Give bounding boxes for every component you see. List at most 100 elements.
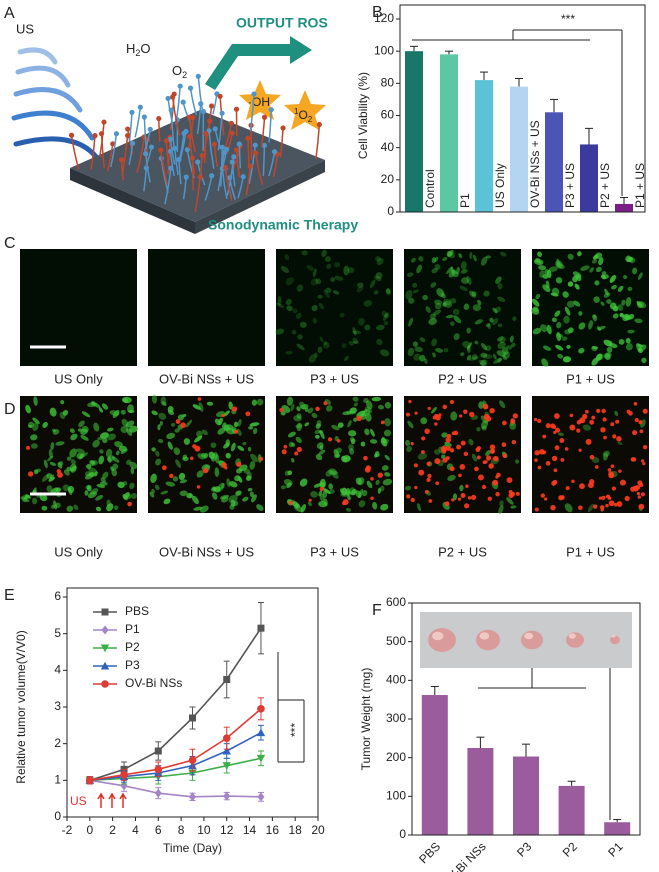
dead-cell xyxy=(550,504,556,511)
cell xyxy=(296,422,302,432)
cell xyxy=(580,265,590,271)
cell xyxy=(434,302,442,310)
cell xyxy=(120,426,128,434)
cell xyxy=(471,291,477,297)
dead-cell xyxy=(221,462,227,468)
cell xyxy=(48,476,55,482)
cell xyxy=(290,403,295,412)
cell xyxy=(312,268,317,278)
dead-cell xyxy=(609,472,615,479)
cell xyxy=(617,285,624,292)
cell xyxy=(431,406,437,414)
significance: *** xyxy=(561,12,575,26)
fiber-head xyxy=(113,131,120,137)
fiber-head xyxy=(268,107,274,113)
cell xyxy=(537,260,542,265)
dead-cell xyxy=(506,477,513,483)
cell xyxy=(385,288,391,296)
dead-cell xyxy=(542,434,547,439)
dead-cell xyxy=(569,424,576,431)
cell xyxy=(379,485,385,492)
cell xyxy=(383,320,389,326)
cell xyxy=(497,296,506,302)
cell xyxy=(503,351,510,359)
cell xyxy=(461,277,469,284)
dead-cell xyxy=(550,423,556,429)
fiber-head xyxy=(219,110,225,116)
marker xyxy=(154,765,163,774)
fiber xyxy=(160,149,169,185)
cell xyxy=(286,305,293,312)
fiber xyxy=(249,93,255,132)
cell xyxy=(501,347,509,355)
dead-cell xyxy=(180,422,186,428)
cell xyxy=(369,279,376,289)
cell xyxy=(328,468,337,476)
cell xyxy=(531,298,540,307)
cell xyxy=(431,268,438,274)
cell xyxy=(348,490,354,495)
cell xyxy=(250,453,258,463)
dead-cell xyxy=(582,413,588,420)
cell xyxy=(67,485,75,494)
cell xyxy=(328,483,334,490)
dead-cell xyxy=(319,486,324,492)
marker xyxy=(257,792,265,802)
cell xyxy=(478,401,484,409)
cell xyxy=(301,250,308,256)
dead-cell xyxy=(616,501,623,507)
cell xyxy=(193,506,203,511)
cell xyxy=(221,496,229,503)
dead-cell xyxy=(28,471,34,477)
cell xyxy=(606,346,613,353)
cell xyxy=(315,423,321,429)
x-tick-label: 6 xyxy=(155,823,162,837)
fiber-head xyxy=(156,115,162,122)
cell xyxy=(339,488,344,494)
cell xyxy=(89,460,96,467)
fiber-head xyxy=(167,148,174,154)
dead-cell xyxy=(428,499,433,503)
cell xyxy=(621,299,626,306)
dead-cell xyxy=(571,479,575,484)
category-label: P1 xyxy=(605,839,626,860)
cell xyxy=(348,430,357,437)
cell xyxy=(542,284,551,293)
y-tick-label: 60 xyxy=(381,108,395,122)
dead-cell xyxy=(315,406,320,412)
cell xyxy=(172,476,179,482)
dead-cell xyxy=(449,448,455,453)
cell xyxy=(92,439,100,448)
fiber-head xyxy=(240,174,246,180)
bar xyxy=(421,695,448,835)
marker xyxy=(154,788,162,798)
dead-cell xyxy=(578,448,582,452)
cell xyxy=(321,249,327,258)
fiber xyxy=(188,117,194,149)
cell xyxy=(342,455,351,462)
cell xyxy=(541,358,549,367)
cell xyxy=(578,322,586,330)
cell xyxy=(293,504,303,512)
cell xyxy=(453,315,462,324)
caption: P1 + US xyxy=(566,544,615,559)
cell xyxy=(603,292,611,298)
cell xyxy=(369,439,378,444)
cell xyxy=(228,401,233,410)
cell xyxy=(186,492,193,499)
cell xyxy=(466,275,472,285)
cell xyxy=(380,438,388,447)
cell xyxy=(485,255,492,259)
cell xyxy=(373,290,379,295)
dead-cell xyxy=(445,437,452,443)
cell xyxy=(299,478,308,487)
cell xyxy=(450,411,458,421)
dead-cell xyxy=(642,461,646,466)
category-label: P1 xyxy=(458,193,472,208)
dead-cell xyxy=(611,486,617,491)
x-tick-label: 10 xyxy=(197,823,211,837)
dead-cell xyxy=(487,496,492,501)
axes-frame xyxy=(66,587,319,818)
cell xyxy=(345,507,351,512)
cell xyxy=(361,490,368,497)
